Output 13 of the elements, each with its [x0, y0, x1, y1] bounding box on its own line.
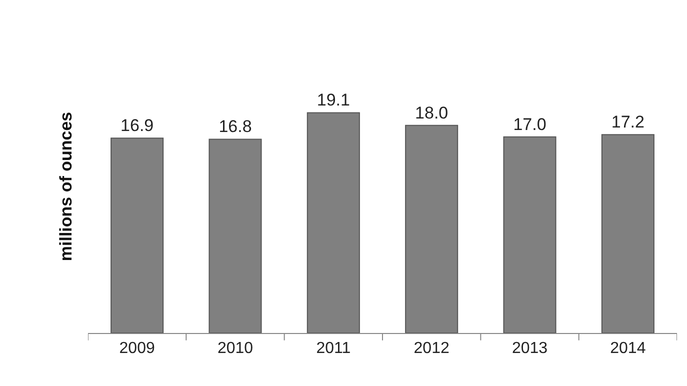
x-tick-label: 2014	[610, 340, 646, 358]
data-label: 17.2	[611, 112, 644, 132]
x-tick-label: 2011	[316, 340, 351, 358]
data-label: 19.1	[316, 90, 350, 110]
data-label: 18.0	[415, 103, 448, 122]
data-label: 17.0	[513, 114, 546, 134]
x-tick-label: 2010	[217, 340, 254, 358]
data-label: 16.8	[218, 117, 252, 136]
x-tick-label: 2012	[414, 340, 450, 358]
y-axis-title: millions of ounces	[56, 112, 76, 262]
data-label: 16.9	[120, 116, 154, 136]
x-tick-label: 2009	[119, 340, 155, 358]
x-tick-label: 2013	[512, 340, 548, 358]
